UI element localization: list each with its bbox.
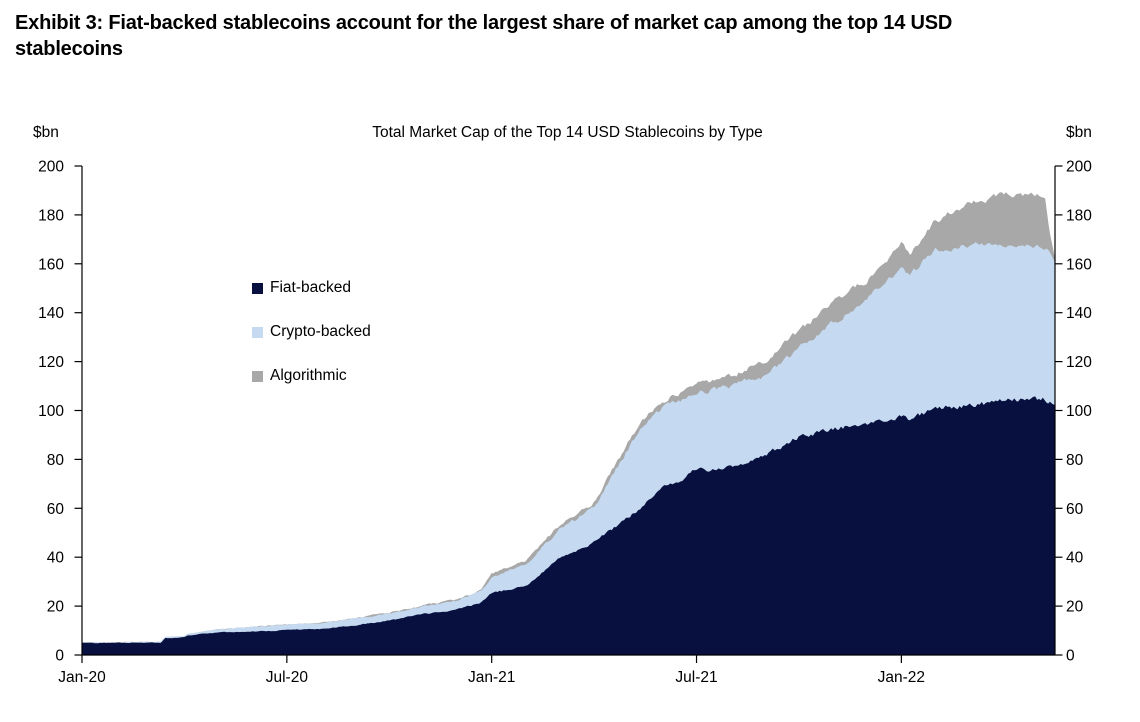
legend-item-fiat-backed: Fiat-backed bbox=[252, 277, 371, 299]
legend-label-fiat-backed: Fiat-backed bbox=[270, 279, 351, 296]
y-axis-tick-label-left: 100 bbox=[38, 403, 64, 420]
fiat-backed-swatch-icon bbox=[252, 282, 263, 294]
y-axis-tick-label-left: 180 bbox=[38, 207, 64, 224]
y-axis-tick-label-right: 100 bbox=[1066, 403, 1092, 420]
chart-title: Total Market Cap of the Top 14 USD Stabl… bbox=[372, 124, 763, 141]
algorithmic-swatch-icon bbox=[252, 370, 263, 382]
y-axis-tick-label-right: 80 bbox=[1066, 452, 1084, 469]
x-axis-tick-label: Jan-20 bbox=[58, 669, 106, 686]
y-axis-tick-label-right: 120 bbox=[1066, 354, 1092, 371]
exhibit-title-line-2: stablecoins bbox=[15, 38, 123, 61]
legend-label-algorithmic: Algorithmic bbox=[270, 367, 347, 384]
legend-item-algorithmic: Algorithmic bbox=[252, 365, 371, 387]
y-axis-tick-label-left: 20 bbox=[47, 599, 65, 616]
exhibit-title: Exhibit 3: Fiat-backed stablecoins accou… bbox=[15, 10, 1090, 63]
x-axis-tick-label: Jul-21 bbox=[675, 669, 717, 686]
y-axis-tick-label-right: 60 bbox=[1066, 501, 1084, 518]
crypto-backed-swatch-icon bbox=[252, 326, 263, 338]
y-axis-tick-label-left: 80 bbox=[47, 452, 65, 469]
y-axis-tick-label-left: 140 bbox=[38, 305, 64, 322]
y-axis-tick-label-right: 140 bbox=[1066, 305, 1092, 322]
y-axis-tick-label-left: 60 bbox=[47, 501, 65, 518]
y-axis-tick-label-right: 200 bbox=[1066, 159, 1092, 176]
y-axis-unit-right: $bn bbox=[1066, 124, 1092, 141]
y-axis-tick-label-left: 160 bbox=[38, 256, 64, 273]
y-axis-unit-left: $bn bbox=[33, 124, 59, 141]
legend-item-crypto-backed: Crypto-backed bbox=[252, 321, 371, 343]
x-axis-tick-label: Jul-20 bbox=[266, 669, 309, 686]
y-axis-tick-label-left: 40 bbox=[47, 550, 65, 567]
y-axis-tick-label-right: 180 bbox=[1066, 207, 1092, 224]
y-axis-tick-label-left: 0 bbox=[55, 648, 64, 665]
x-axis-tick-label: Jan-21 bbox=[468, 669, 515, 686]
y-axis-tick-label-right: 40 bbox=[1066, 550, 1084, 567]
y-axis-tick-label-left: 200 bbox=[38, 159, 64, 176]
y-axis-tick-label-right: 0 bbox=[1066, 648, 1075, 665]
y-axis-tick-label-right: 160 bbox=[1066, 256, 1092, 273]
x-axis-tick-label: Jan-22 bbox=[878, 669, 925, 686]
fiat-backed-area bbox=[81, 396, 1056, 656]
y-axis-tick-label-right: 20 bbox=[1066, 599, 1084, 616]
exhibit-title-line-1: Exhibit 3: Fiat-backed stablecoins accou… bbox=[15, 12, 953, 34]
legend: Fiat-backed Crypto-backed Algorithmic bbox=[252, 277, 371, 409]
y-axis-tick-label-left: 120 bbox=[38, 354, 64, 371]
legend-label-crypto-backed: Crypto-backed bbox=[270, 323, 371, 340]
